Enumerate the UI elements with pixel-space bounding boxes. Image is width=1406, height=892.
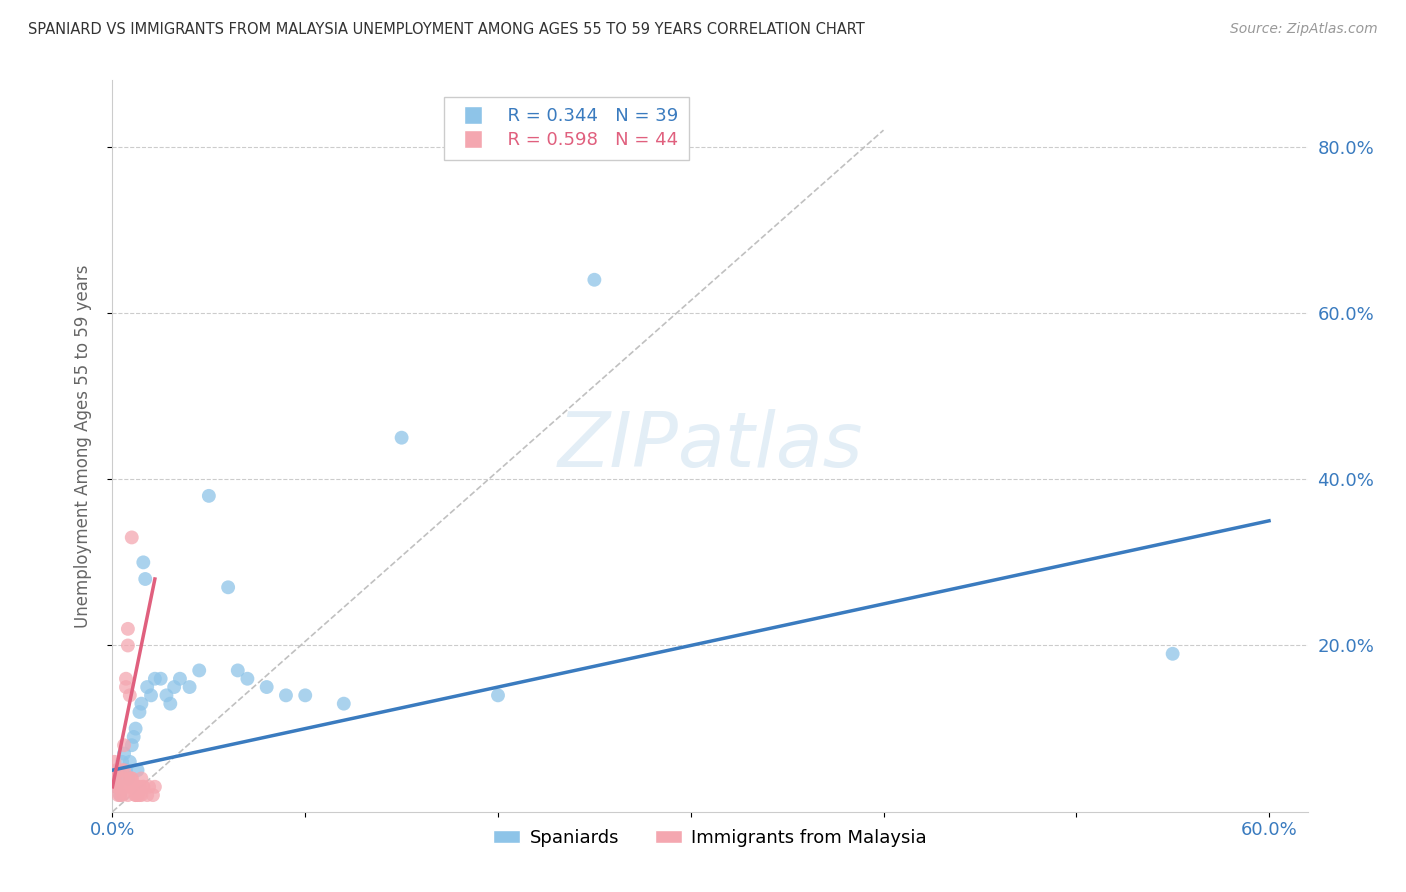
Point [117,772,139,786]
Point [105,763,128,777]
Point [179,680,201,694]
Point [115,763,138,777]
Point [131,772,153,786]
Point [117,788,139,802]
Point [159,697,181,711]
Point [124,722,146,736]
Point [132,780,155,794]
Point [143,780,166,794]
Point [132,555,155,569]
Point [105,780,128,794]
Point [121,530,143,544]
Point [121,738,143,752]
Point [118,772,141,786]
Point [226,664,249,678]
Point [112,763,135,777]
Point [124,788,146,802]
Point [103,772,125,786]
Point [111,763,134,777]
Point [136,680,159,694]
Point [274,689,297,703]
Point [107,763,129,777]
Point [103,755,125,769]
Point [117,622,139,636]
Point [107,772,129,786]
Point [107,788,129,802]
Point [127,780,149,794]
Point [103,772,125,786]
Point [124,788,146,802]
Y-axis label: Unemployment Among Ages 55 to 59 years: Unemployment Among Ages 55 to 59 years [73,264,91,628]
Point [198,489,221,503]
Point [132,780,155,794]
Point [118,689,141,703]
Point [294,689,316,703]
Point [107,780,129,794]
Point [127,763,149,777]
Point [136,788,159,802]
Point [236,672,259,686]
Point [122,780,145,794]
Point [112,772,135,786]
Point [108,788,131,802]
Point [169,672,191,686]
Point [1161,647,1184,661]
Point [105,780,128,794]
Point [131,697,153,711]
Point [118,780,141,794]
Point [217,580,239,594]
Point [108,780,131,794]
Point [163,680,186,694]
Point [112,747,135,761]
Point [155,689,177,703]
Point [256,680,278,694]
Legend: Spaniards, Immigrants from Malaysia: Spaniards, Immigrants from Malaysia [486,822,934,854]
Text: ZIPatlas: ZIPatlas [557,409,863,483]
Point [118,755,141,769]
Point [115,672,138,686]
Point [142,788,165,802]
Text: Source: ZipAtlas.com: Source: ZipAtlas.com [1230,22,1378,37]
Point [391,431,413,445]
Point [188,664,211,678]
Point [122,730,145,744]
Point [583,273,606,287]
Point [122,780,145,794]
Point [111,780,134,794]
Point [333,697,356,711]
Point [121,772,143,786]
Text: SPANIARD VS IMMIGRANTS FROM MALAYSIA UNEMPLOYMENT AMONG AGES 55 TO 59 YEARS CORR: SPANIARD VS IMMIGRANTS FROM MALAYSIA UNE… [28,22,865,37]
Point [128,788,150,802]
Point [115,780,138,794]
Point [128,780,150,794]
Point [149,672,172,686]
Point [134,572,156,586]
Point [143,672,166,686]
Point [108,780,131,794]
Point [111,755,134,769]
Point [131,788,153,802]
Point [115,680,138,694]
Point [138,780,160,794]
Point [127,788,149,802]
Point [112,738,135,752]
Point [117,639,139,653]
Point [121,772,143,786]
Point [111,788,134,802]
Point [108,788,131,802]
Point [486,689,509,703]
Point [128,705,150,719]
Point [139,689,162,703]
